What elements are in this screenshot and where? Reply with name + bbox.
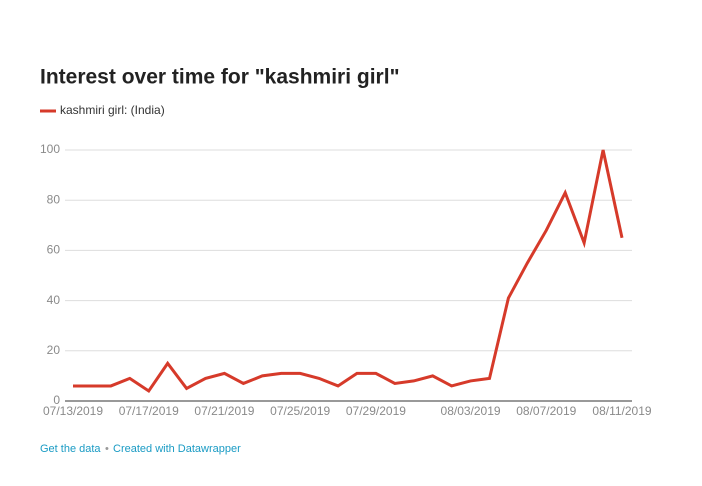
y-tick-label: 0 — [53, 393, 60, 407]
x-tick-label: 08/11/2019 — [592, 404, 651, 418]
legend-label: kashmiri girl: (India) — [60, 103, 165, 117]
y-tick-label: 80 — [47, 192, 61, 206]
series-line — [73, 149, 624, 394]
footer-link[interactable]: Get the data — [40, 443, 101, 455]
x-tick-label: 07/29/2019 — [346, 404, 406, 418]
x-tick-label: 07/21/2019 — [194, 404, 254, 418]
footer-link[interactable]: Created with Datawrapper — [113, 443, 241, 455]
footer-separator: • — [105, 443, 109, 455]
x-tick-label: 07/25/2019 — [270, 404, 330, 418]
chart-title: Interest over time for "kashmiri girl" — [40, 66, 400, 89]
y-tick-label: 60 — [47, 243, 61, 257]
x-tick-label: 08/07/2019 — [516, 404, 576, 418]
x-tick-label: 07/13/2019 — [43, 404, 103, 418]
y-tick-label: 40 — [47, 293, 61, 307]
y-tick-label: 20 — [47, 343, 61, 357]
y-tick-label: 100 — [40, 142, 60, 156]
x-tick-label: 08/03/2019 — [441, 404, 501, 418]
x-tick-label: 07/17/2019 — [119, 404, 179, 418]
